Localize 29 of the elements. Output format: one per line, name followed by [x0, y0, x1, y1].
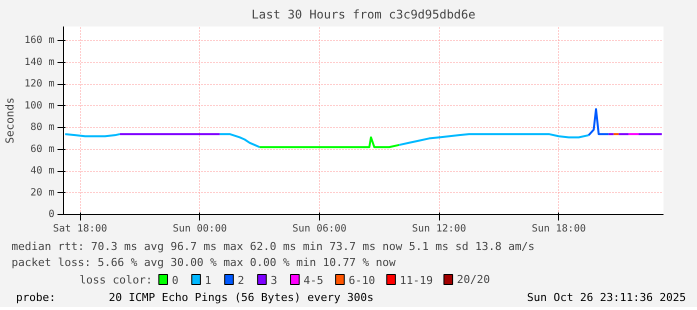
y-tick-label: 60 m [30, 144, 55, 155]
legend-label: 6-10 [348, 274, 376, 287]
legend-label: 2 [238, 274, 244, 287]
y-tick-label: 140 m [24, 56, 55, 68]
legend-title: loss color: [80, 274, 152, 286]
legend-label: 1 [204, 274, 212, 287]
text: packet loss: 5.66 % avg 30.00 % max 0.00 % min 10.77 % now [12, 256, 396, 269]
legend-label: 20/20 [456, 273, 490, 286]
y-tick-label: 160 m [24, 35, 55, 46]
x-tick-label: Sun 18:00 [532, 224, 586, 234]
y-tick-label: 20 m [30, 187, 55, 198]
chart-title: Last 30 Hours from c3c9d95dbd6e [252, 8, 476, 22]
text: probe: 20 ICMP Echo Pings (56 Bytes) every 300s [16, 290, 374, 306]
y-tick-label: 0 [48, 209, 55, 220]
text: median rtt: 70.3 ms avg 96.7 ms max 62.0 ms min 73.7 ms now 5.1 ms sd 13.8 am/s [12, 240, 535, 253]
x-tick-label: Sun 06:00 [292, 224, 347, 234]
x-tick-label: Sat 18:00 [53, 224, 108, 234]
legend-label: 0 [172, 274, 178, 287]
y-tick-label: 80 m [30, 122, 55, 134]
y-tick-label: 100 m [24, 100, 55, 112]
y-axis-title: Seconds [3, 97, 16, 144]
legend-label: 3 [270, 274, 278, 287]
legend-label: 4-5 [304, 274, 324, 287]
x-tick-label: Sun 00:00 [172, 224, 227, 234]
text: Sun Oct 26 23:11:36 2025 [527, 290, 686, 306]
y-tick-label: 40 m [30, 166, 55, 177]
x-tick-label: Sun 12:00 [412, 224, 466, 234]
y-tick-label: 120 m [24, 78, 55, 90]
legend-label: 11-19 [400, 274, 433, 287]
